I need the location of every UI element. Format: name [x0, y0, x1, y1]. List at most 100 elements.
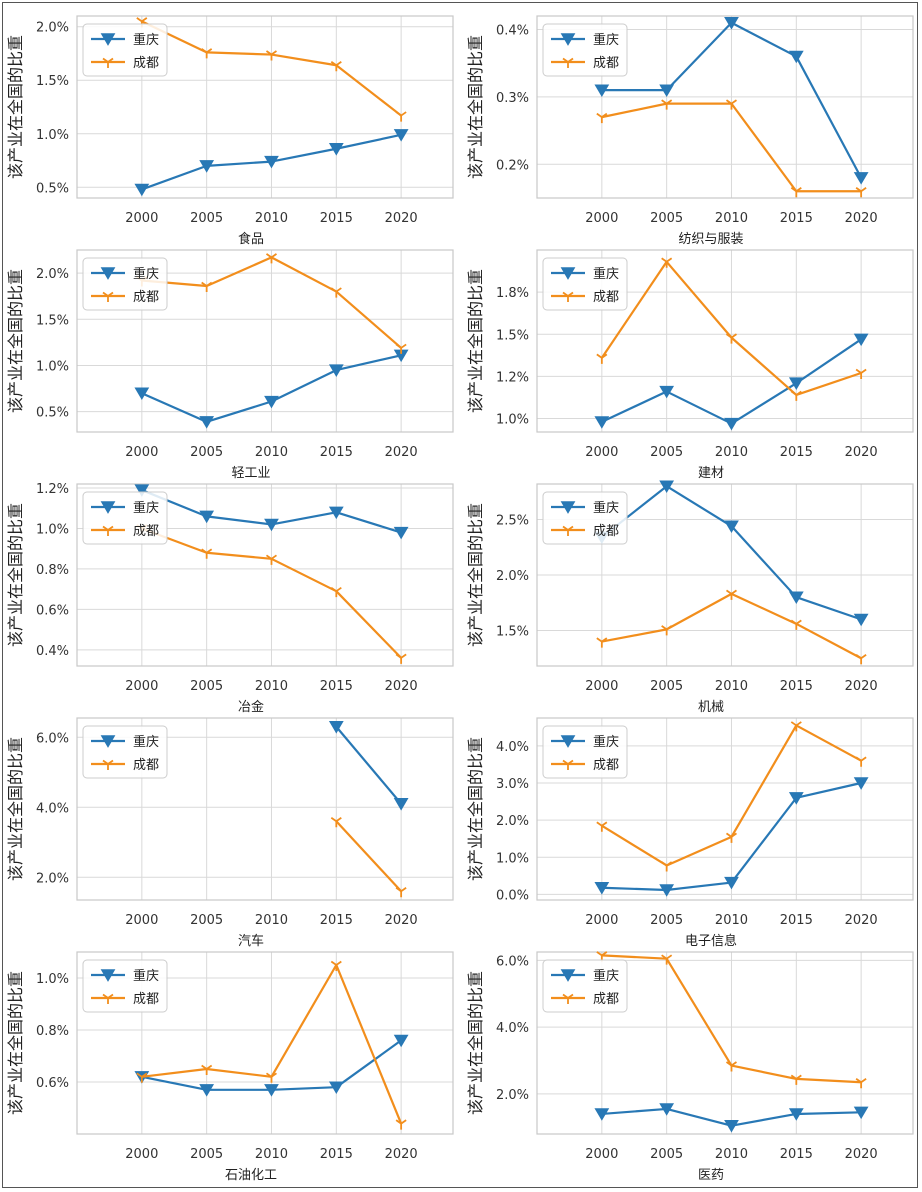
chart-5: 2000 2005 2010 2015 2020 0.4% 0.6% 0.8% 1.0% 1.2%…: [6, 482, 454, 715]
y-axis-label: 该产业在全国的比重: [6, 737, 25, 881]
data-point-重庆: [724, 17, 739, 30]
y-tick-label: 1.0%: [36, 359, 69, 374]
legend-swatch-marker: [560, 969, 576, 982]
data-point-重庆: [659, 1103, 675, 1116]
x-tick-label: 2000: [585, 913, 618, 928]
x-tick-label: 2010: [715, 211, 748, 226]
y-tick-label: 2.0%: [496, 814, 529, 829]
plot-frame: [536, 249, 914, 433]
data-point-重庆: [594, 416, 610, 429]
x-tick-label: 2015: [780, 1147, 813, 1162]
x-tick-label: 2015: [320, 679, 353, 694]
legend-label: 重庆: [593, 734, 619, 750]
data-point-成都: [790, 187, 802, 198]
y-tick-label: 0.5%: [36, 181, 69, 196]
y-tick-label: 1.0%: [496, 851, 529, 866]
data-point-重庆: [328, 1081, 344, 1095]
plot-frame: [76, 249, 454, 433]
legend-label: 成都: [133, 758, 159, 773]
data-point-重庆: [853, 613, 869, 627]
x-tick-label: 2000: [125, 913, 158, 928]
data-point-重庆: [788, 792, 804, 805]
data-point-重庆: [594, 882, 610, 895]
y-axis-label: 该产业在全国的比重: [6, 971, 25, 1115]
data-point-重庆: [393, 526, 409, 540]
plot-frame: [76, 951, 454, 1135]
y-axis-label: 该产业在全国的比重: [466, 503, 485, 647]
y-tick-label: 0.6%: [36, 1076, 69, 1091]
x-tick-label: 2015: [320, 445, 353, 460]
legend-label: 成都: [133, 290, 159, 305]
y-tick-label: 2.0%: [36, 267, 69, 282]
legend-label: 重庆: [593, 266, 619, 282]
chart-4: 2000 2005 2010 2015 2020 1.0% 1.2% 1.5% 1.8% 重庆成都…: [466, 249, 914, 481]
data-point-成都: [661, 954, 673, 965]
data-point-重庆: [659, 84, 675, 97]
y-tick-label: 6.0%: [36, 731, 69, 746]
data-point-重庆: [199, 510, 215, 524]
data-point-成都: [596, 353, 608, 364]
legend-swatch-marker: [100, 33, 116, 46]
data-point-成都: [330, 586, 342, 598]
y-tick-label: 1.8%: [496, 286, 529, 301]
y-tick-label: 2.0%: [496, 1088, 529, 1103]
y-tick-label: 0.3%: [496, 91, 529, 106]
legend-label: 重庆: [133, 734, 159, 750]
data-point-成都: [330, 287, 342, 298]
data-point-重庆: [788, 50, 804, 64]
x-tick-label: 2005: [190, 679, 223, 694]
legend-label: 成都: [593, 992, 619, 1007]
data-point-成都: [395, 111, 407, 122]
chart-9: 2000 2005 2010 2015 2020 0.6% 0.8% 1.0% 重庆成都石油化工…: [6, 951, 454, 1183]
y-tick-label: 0.4%: [496, 23, 529, 38]
data-point-重庆: [853, 777, 869, 790]
plot-frame: [536, 717, 914, 901]
plot-frame: [76, 483, 454, 667]
data-point-成都: [790, 619, 802, 630]
x-tick-label: 2005: [190, 211, 223, 226]
series-line-成都: [335, 820, 402, 892]
data-point-成都: [201, 1064, 213, 1075]
legend-label: 成都: [593, 758, 619, 773]
y-tick-label: 2.0%: [36, 21, 69, 36]
legend-swatch-marker: [100, 267, 116, 280]
x-tick-label: 2020: [385, 913, 418, 928]
x-axis-label: 医药: [698, 1168, 724, 1183]
x-tick-label: 2005: [650, 1147, 683, 1162]
y-tick-label: 2.0%: [496, 569, 529, 584]
data-point-成都: [725, 333, 737, 344]
data-point-重庆: [393, 1034, 409, 1048]
y-tick-label: 1.5%: [36, 313, 69, 328]
data-point-成都: [395, 343, 407, 354]
data-point-重庆: [199, 416, 215, 429]
y-tick-label: 1.2%: [36, 482, 69, 497]
x-tick-label: 2015: [320, 211, 353, 226]
data-point-重庆: [659, 884, 675, 897]
x-axis-label: 电子信息: [685, 933, 737, 949]
data-point-成都: [725, 99, 737, 110]
legend-swatch-marker: [562, 57, 574, 68]
legend-label: 重庆: [133, 500, 159, 516]
x-tick-label: 2015: [780, 679, 813, 694]
data-point-重庆: [594, 84, 610, 97]
plot-frame: [536, 951, 914, 1135]
data-point-重庆: [393, 129, 409, 142]
x-axis-label: 纺织与服装: [678, 232, 743, 247]
legend-label: 重庆: [133, 968, 159, 984]
x-tick-label: 2005: [650, 445, 683, 460]
data-point-重庆: [264, 395, 279, 409]
data-point-重庆: [659, 480, 675, 494]
data-point-成都: [661, 99, 673, 110]
legend-label: 重庆: [133, 32, 159, 48]
plot-frame: [76, 15, 454, 199]
data-point-成都: [725, 589, 737, 600]
y-axis-label: 该产业在全国的比重: [6, 269, 25, 413]
chart-2: 2000 2005 2010 2015 2020 0.2% 0.3% 0.4% 重庆成都纺织与服…: [466, 15, 914, 247]
x-tick-label: 2010: [715, 913, 748, 928]
chart-8: 2000 2005 2010 2015 2020 0.0% 1.0% 2.0% 3.0% 4.0%…: [466, 717, 914, 949]
y-tick-label: 1.0%: [36, 972, 69, 987]
data-point-成都: [265, 1072, 277, 1083]
data-point-成都: [661, 861, 673, 872]
